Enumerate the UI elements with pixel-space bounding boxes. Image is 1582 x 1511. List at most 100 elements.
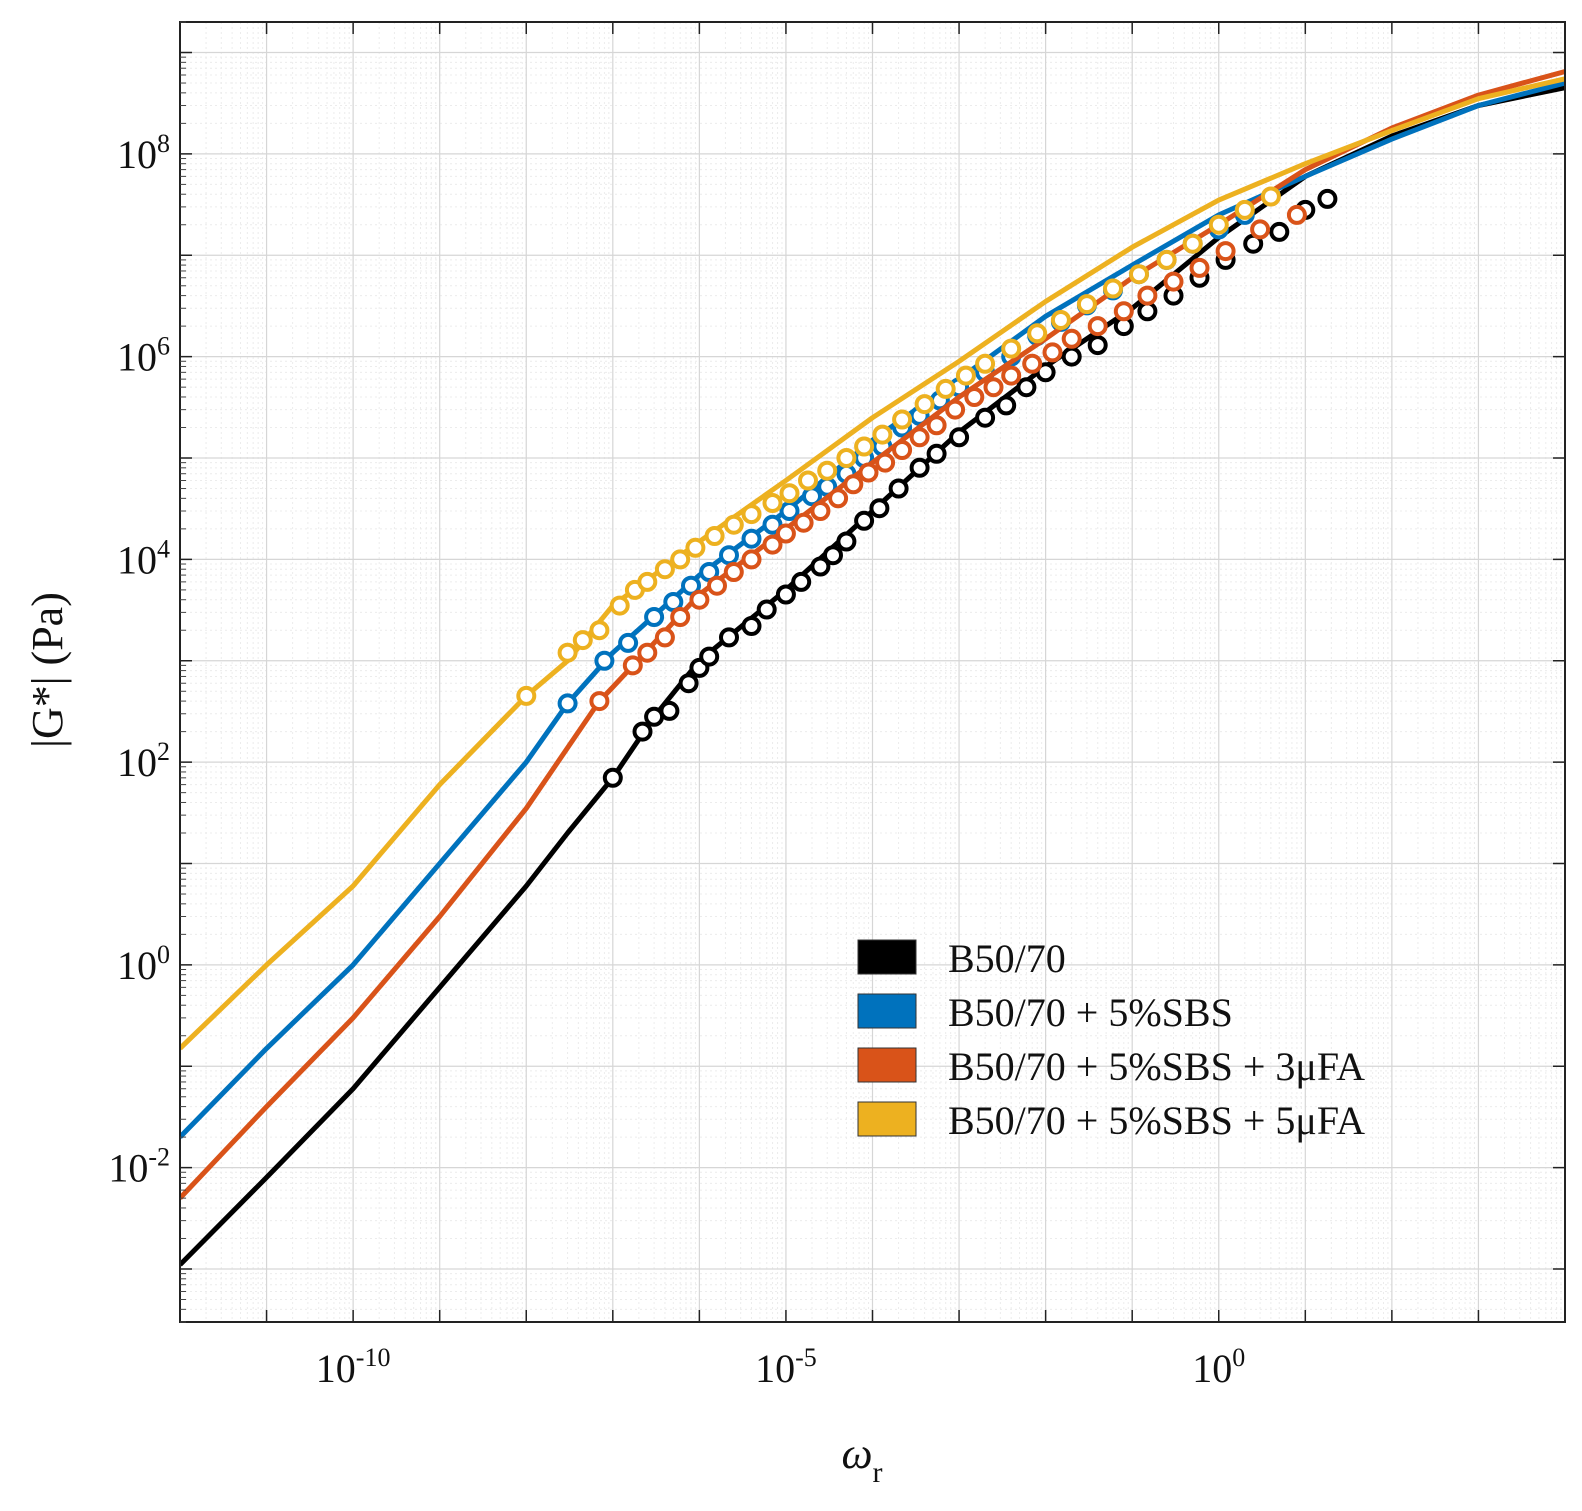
data-point xyxy=(719,545,739,566)
y-tick-exponent: 4 xyxy=(157,534,170,563)
x-tick-exponent: -5 xyxy=(795,1343,817,1372)
data-point xyxy=(983,377,1004,398)
data-point xyxy=(955,365,976,386)
legend: B50/70 B50/70 + 5%SBS B50/70 + 5%SBS + 3… xyxy=(857,936,1365,1143)
data-point xyxy=(1016,377,1037,398)
legend-swatch-1 xyxy=(857,993,917,1029)
data-point xyxy=(762,493,783,513)
x-tick-exponent: -10 xyxy=(356,1343,391,1372)
data-point xyxy=(909,457,930,478)
data-point xyxy=(1317,188,1338,209)
data-point xyxy=(926,415,947,436)
data-point xyxy=(935,378,956,399)
data-point xyxy=(589,691,610,712)
y-tick-label: 10-2 xyxy=(108,1143,170,1191)
data-point xyxy=(964,387,985,407)
data-point xyxy=(875,452,896,473)
data-point xyxy=(1050,310,1071,330)
y-axis-label: |G*| (Pa) xyxy=(23,592,72,748)
data-point xyxy=(1129,264,1149,285)
y-tick-exponent: 0 xyxy=(157,940,170,969)
data-point xyxy=(689,589,710,610)
x-tick-label: 100 xyxy=(1192,1343,1245,1391)
data-point xyxy=(741,504,762,525)
data-point xyxy=(828,488,849,509)
y-tick-base: 10 xyxy=(117,335,157,380)
data-point xyxy=(975,353,996,374)
data-point xyxy=(1269,221,1290,242)
y-tick-label: 104 xyxy=(117,534,170,582)
legend-label-3: B50/70 + 5%SBS + 5μFA xyxy=(948,1098,1365,1143)
y-tick-exponent: 2 xyxy=(157,737,170,766)
data-point xyxy=(637,642,658,663)
data-point xyxy=(914,394,935,415)
data-point xyxy=(741,528,762,549)
y-tick-label: 106 xyxy=(117,332,170,380)
y-tick-exponent: 8 xyxy=(157,129,170,158)
data-point xyxy=(1137,301,1158,322)
x-tick-base: 10 xyxy=(316,1346,356,1391)
data-point xyxy=(1035,362,1056,383)
y-tick-base: 10 xyxy=(117,132,157,177)
data-point xyxy=(618,632,639,653)
legend-swatch-0 xyxy=(857,939,917,975)
data-point xyxy=(798,470,818,491)
data-point xyxy=(654,627,675,648)
data-point xyxy=(810,501,831,521)
data-point xyxy=(854,436,875,457)
data-point xyxy=(637,571,658,592)
data-point xyxy=(622,655,643,676)
data-point xyxy=(775,584,796,605)
data-point xyxy=(741,616,762,636)
data-point xyxy=(888,478,909,499)
data-point xyxy=(1061,346,1082,367)
data-point xyxy=(707,575,727,596)
y-tick-base: 10 xyxy=(117,943,157,988)
x-tick-label: 10-10 xyxy=(316,1343,391,1391)
data-point xyxy=(723,562,744,582)
legend-label-2: B50/70 + 5%SBS + 3μFA xyxy=(948,1044,1365,1089)
series-layer xyxy=(180,69,1565,1267)
data-point xyxy=(670,607,691,627)
x-axis-symbol: ω xyxy=(841,1429,872,1478)
data-point xyxy=(872,424,893,445)
data-point xyxy=(823,545,843,566)
x-tick-label: 10-5 xyxy=(755,1343,817,1391)
data-point xyxy=(1260,186,1281,207)
data-point xyxy=(817,460,838,481)
data-point xyxy=(1208,214,1229,235)
data-point xyxy=(779,483,800,504)
data-point xyxy=(670,549,691,570)
data-point xyxy=(659,700,680,721)
data-point xyxy=(843,474,864,495)
y-tick-label: 108 xyxy=(117,129,170,177)
data-point xyxy=(1022,353,1043,374)
data-point xyxy=(704,526,725,546)
data-point xyxy=(1087,316,1108,337)
data-point xyxy=(756,599,777,620)
data-point xyxy=(1042,342,1063,363)
data-point xyxy=(762,514,783,535)
data-point xyxy=(1103,278,1123,299)
data-point xyxy=(810,556,831,577)
data-point xyxy=(775,523,796,544)
data-point xyxy=(1189,257,1210,278)
legend-label-1: B50/70 + 5%SBS xyxy=(948,990,1233,1035)
data-point xyxy=(779,501,800,521)
data-point xyxy=(589,620,610,641)
data-point xyxy=(572,630,593,651)
data-point xyxy=(949,427,970,448)
data-point xyxy=(1156,249,1177,270)
data-point xyxy=(654,559,675,580)
legend-label-0: B50/70 xyxy=(948,936,1066,981)
series-line-3 xyxy=(180,76,1565,1051)
data-point xyxy=(741,549,762,570)
data-point xyxy=(602,767,623,788)
data-point xyxy=(1163,271,1184,292)
y-tick-base: 10 xyxy=(108,1146,148,1191)
data-point xyxy=(836,531,857,552)
data-point xyxy=(632,721,653,742)
data-point xyxy=(557,693,578,714)
